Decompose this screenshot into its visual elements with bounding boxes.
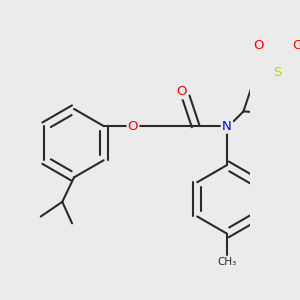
Text: O: O: [253, 39, 263, 52]
Text: CH₃: CH₃: [217, 257, 236, 267]
Text: O: O: [128, 119, 138, 133]
Text: O: O: [177, 85, 187, 98]
Text: N: N: [222, 119, 232, 133]
Text: O: O: [292, 39, 300, 52]
Text: S: S: [274, 66, 282, 79]
